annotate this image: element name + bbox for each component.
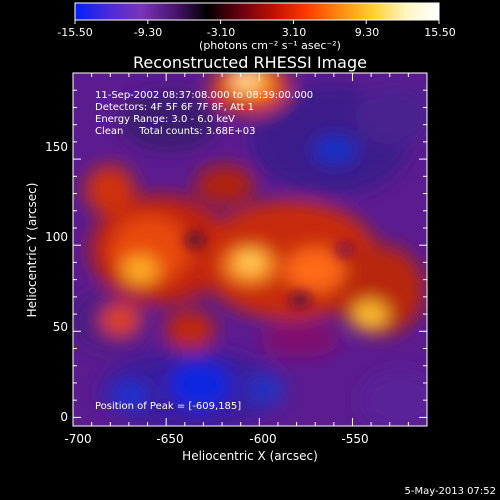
info-line-energy: Energy Range: 3.0 - 6.0 keV <box>95 114 235 125</box>
info-line-detectors: Detectors: 4F 5F 6F 7F 8F, Att 1 <box>95 102 254 113</box>
colorbar-ticks <box>74 20 440 24</box>
y-tick-label-3: 150 <box>45 140 68 154</box>
colorbar-tick-label-4: 9.30 <box>355 26 380 39</box>
x-tick-label-1: -650 <box>156 432 183 446</box>
axis-ticks <box>72 72 428 426</box>
x-tick-label-3: -550 <box>341 432 368 446</box>
colorbar-tick-label-3: 3.10 <box>282 26 307 39</box>
colorbar-tick-label-0: -15.50 <box>57 26 92 39</box>
y-tick-label-2: 100 <box>45 230 68 244</box>
plot-title: Reconstructed RHESSI Image <box>133 53 367 72</box>
footer-timestamp: 5-May-2013 07:52 <box>404 486 496 497</box>
colorbar-tick-label-2: -3.10 <box>207 26 235 39</box>
y-tick-label-0: 0 <box>60 410 68 424</box>
x-axis-title: Heliocentric X (arcsec) <box>182 449 318 463</box>
flux-image <box>73 73 427 426</box>
colorbar-tick-label-5: 15.50 <box>424 26 456 39</box>
colorbar-tick-label-1: -9.30 <box>134 26 162 39</box>
y-axis-title: Heliocentric Y (arcsec) <box>25 183 39 318</box>
x-tick-label-0: -700 <box>64 432 91 446</box>
y-tick-label-1: 50 <box>53 320 68 334</box>
info-line-counts: Clean Total counts: 3.68E+03 <box>95 126 255 137</box>
colorbar-unit-label: (photons cm⁻² s⁻¹ asec⁻²) <box>199 39 341 52</box>
plot-frame <box>72 72 428 427</box>
colorbar <box>74 2 440 21</box>
info-line-time: 11-Sep-2002 08:37:08.000 to 08:39:00.000 <box>95 90 313 101</box>
x-tick-label-2: -600 <box>249 432 276 446</box>
peak-position-label: Position of Peak = [-609,185] <box>95 401 241 412</box>
